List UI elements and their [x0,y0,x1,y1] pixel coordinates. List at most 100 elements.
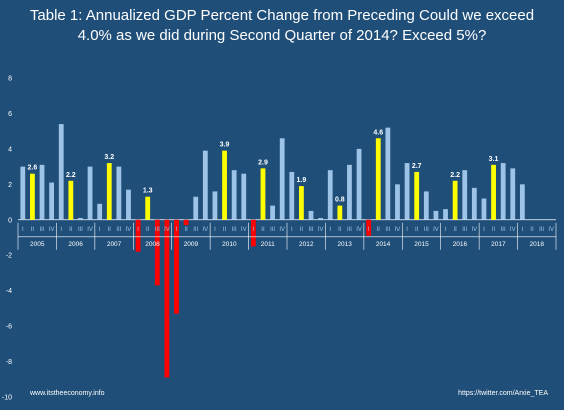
quarter-label: I [445,227,447,233]
quarter-label: II [146,227,150,233]
quarter-label: IV [318,227,324,233]
bar [260,168,266,220]
year-label: 2018 [530,241,545,248]
bar [78,218,83,220]
data-label: 1.9 [297,177,307,184]
bar [193,196,199,220]
bar [135,219,141,252]
bar [30,173,35,220]
quarter-label: II [530,227,534,233]
bar [414,171,420,220]
year-label: 2010 [222,241,237,248]
quarter-label: IV [87,227,93,233]
bar [308,210,314,220]
bar [519,184,525,220]
bar [58,124,64,220]
quarter-label: IV [279,227,285,233]
year-label: 2007 [107,241,122,248]
y-tick-label: -2 [6,253,12,260]
data-label: 3.1 [489,156,499,163]
year-label: 2008 [145,241,160,248]
bar [395,184,400,220]
bar [145,196,151,220]
quarter-label: IV [510,227,516,233]
bar [106,163,112,220]
quarter-label: III [155,227,160,233]
quarter-label: II [108,227,112,233]
bar [126,189,131,220]
bar [327,170,333,220]
bar [337,205,343,220]
bar [452,180,458,220]
data-label: 0.8 [335,197,345,204]
bar [174,219,179,314]
bar [68,180,74,220]
bar [491,164,496,220]
quarter-label: I [60,227,62,233]
quarter-label: I [176,227,178,233]
quarter-label: II [261,227,265,233]
y-tick-label: 0 [8,217,12,224]
y-tick-label: -10 [2,395,12,402]
quarter-label: III [193,227,198,233]
bar [347,164,352,220]
quarter-label: II [338,227,342,233]
bar [462,170,468,220]
bar [423,191,429,220]
bar [202,150,208,220]
year-label: 2015 [414,241,429,248]
bar [375,138,381,220]
bar [471,187,477,220]
chart-title-line-2: 4.0% as we did during Second Quarter of … [77,27,487,44]
bar [433,210,439,220]
bar [270,205,275,220]
bar [404,163,410,220]
bar [87,166,93,220]
quarter-label: I [522,227,524,233]
bar [510,168,516,220]
quarter-label: I [99,227,101,233]
bar [241,173,247,220]
quarter-label: III [40,227,45,233]
data-label: 2.7 [412,163,422,170]
data-label: 2.2 [450,172,460,179]
bar [164,219,170,378]
year-label: 2014 [376,241,391,248]
quarter-label: I [214,227,216,233]
quarter-label: III [270,227,275,233]
quarter-label: III [385,227,390,233]
bar [212,191,218,220]
quarter-label: III [424,227,429,233]
quarter-label: II [377,227,381,233]
quarter-label: I [368,227,370,233]
bar [385,127,391,220]
bar [183,219,189,226]
bar [154,219,160,286]
year-label: 2013 [337,241,352,248]
quarter-label: II [31,227,35,233]
y-tick-label: 8 [8,76,12,83]
data-label: 2.6 [28,165,38,172]
quarter-label: II [184,227,188,233]
data-label: 3.9 [220,142,230,149]
y-tick-label: 4 [8,146,12,153]
bar [20,166,26,220]
quarter-label: II [415,227,419,233]
quarter-label: III [347,227,352,233]
quarter-label: III [462,227,467,233]
quarter-label: II [223,227,227,233]
quarter-label: IV [241,227,247,233]
y-tick-label: -6 [6,324,12,331]
bar [279,138,285,220]
y-tick-label: 2 [8,182,12,189]
y-tick-label: -8 [6,359,12,366]
quarter-label: II [492,227,496,233]
quarter-label: II [300,227,304,233]
bar [49,182,55,220]
quarter-label: IV [203,227,209,233]
quarter-label: I [406,227,408,233]
bar [318,218,324,220]
bar [222,150,227,220]
quarter-label: I [291,227,293,233]
quarter-label: IV [472,227,478,233]
